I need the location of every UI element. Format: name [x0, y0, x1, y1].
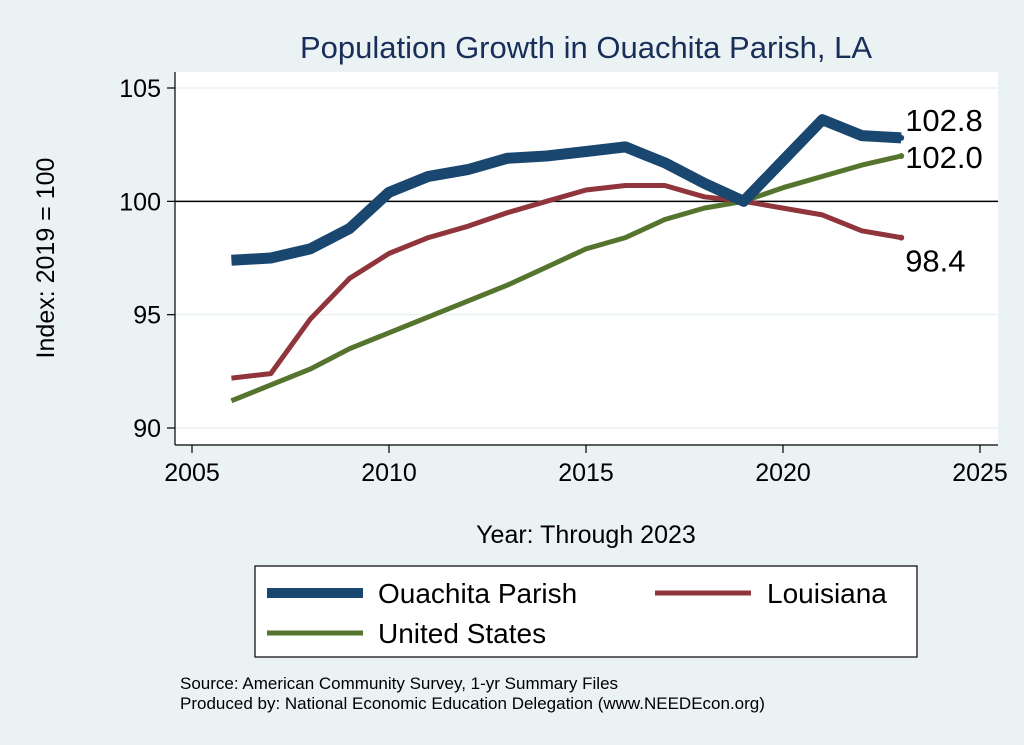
end-label-united-states: 102.0	[905, 140, 983, 175]
source-note: Source: American Community Survey, 1-yr …	[180, 674, 618, 693]
y-tick-label-100: 100	[119, 188, 161, 216]
y-tick-label-105: 105	[119, 75, 161, 103]
end-point-united-states	[898, 153, 905, 159]
legend-label-ouachita-parish: Ouachita Parish	[378, 578, 577, 609]
x-tick-label-2005: 2005	[164, 459, 220, 487]
y-tick-label-95: 95	[133, 302, 161, 330]
legend: Ouachita Parish Louisiana United States	[254, 565, 918, 658]
x-tick-label-2025: 2025	[952, 459, 1008, 487]
produced-by-note: Produced by: National Economic Education…	[180, 694, 765, 713]
end-labels: 102.8 98.4 102.0	[905, 103, 983, 279]
series-line-louisiana	[231, 183, 902, 381]
legend-box	[254, 565, 918, 658]
chart-title: Population Growth in Ouachita Parish, LA	[300, 30, 872, 65]
x-tick-label-2020: 2020	[755, 459, 811, 487]
end-label-ouachita-parish: 102.8	[905, 103, 983, 138]
legend-label-united-states: United States	[378, 618, 546, 649]
series-lines	[230, 114, 905, 404]
x-tick-label-2010: 2010	[361, 459, 417, 487]
series-line-ouachita-parish	[231, 114, 902, 266]
legend-label-louisiana: Louisiana	[767, 578, 887, 609]
end-point-ouachita-parish	[898, 134, 905, 141]
y-axis-ticks: 90 95 100 105	[119, 75, 175, 443]
x-tick-label-2015: 2015	[558, 459, 614, 487]
end-label-louisiana: 98.4	[905, 244, 965, 279]
y-axis-title: Index: 2019 = 100	[32, 158, 60, 359]
x-axis-ticks: 2005 2010 2015 2020 2025	[164, 445, 1008, 487]
series-line-united-states	[230, 153, 902, 404]
x-axis-title: Year: Through 2023	[476, 521, 696, 549]
y-tick-label-90: 90	[133, 415, 161, 443]
end-point-louisiana	[898, 234, 905, 241]
plot-area	[175, 72, 998, 445]
